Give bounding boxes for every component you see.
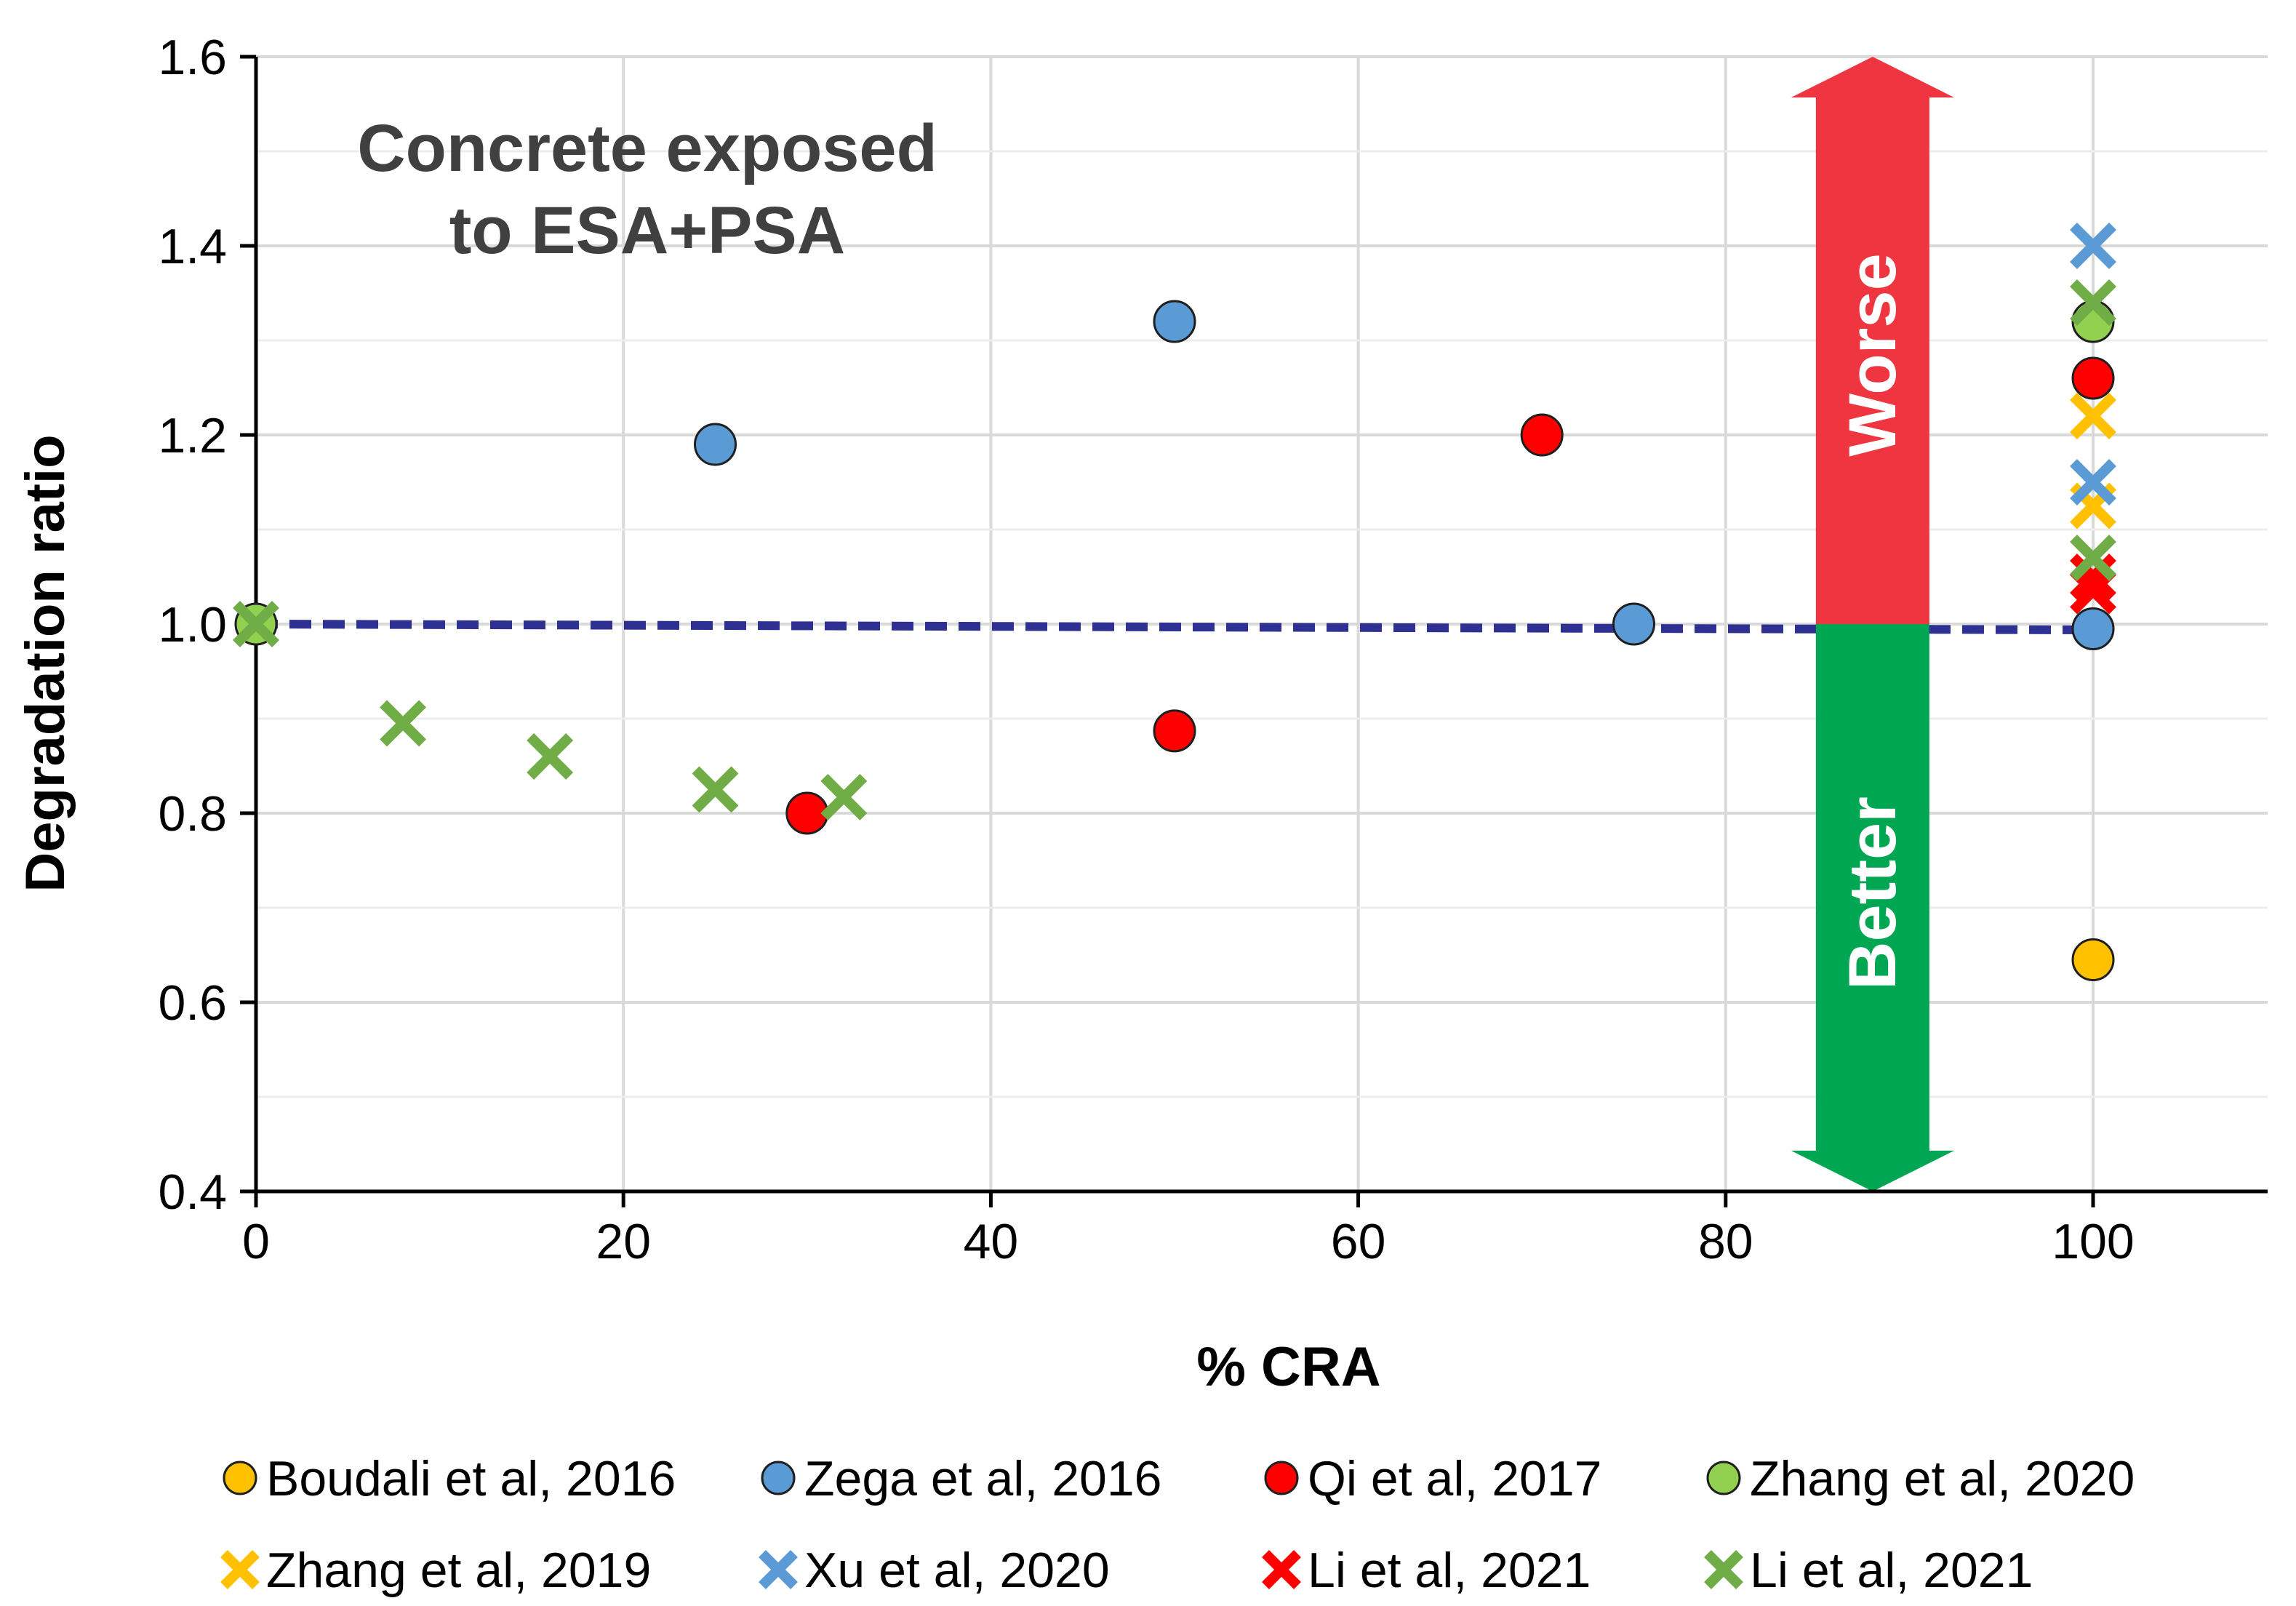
data-point (1520, 413, 1564, 457)
data-point (2070, 279, 2116, 326)
y-tick-label: 1.0 (158, 597, 227, 652)
data-point (1153, 709, 1196, 753)
legend-label: Li et al, 2021 (1750, 1543, 2033, 1598)
x-tick-label: 0 (242, 1214, 270, 1269)
x-tick-label: 100 (2052, 1214, 2134, 1269)
legend-marker (1264, 1461, 1299, 1495)
data-point (2070, 393, 2116, 439)
legend-marker (223, 1461, 257, 1495)
legend-label: Xu et al, 2020 (804, 1543, 1110, 1598)
data-point (233, 601, 279, 647)
reference-line-group (255, 620, 2094, 634)
data-point (380, 700, 427, 747)
legend-marker (761, 1461, 796, 1495)
data-point (694, 423, 737, 466)
legend-label: Li et al, 2021 (1308, 1543, 1591, 1598)
x-tick-label: 40 (964, 1214, 1019, 1269)
y-tick-label: 0.8 (158, 786, 227, 842)
legend-marker (1706, 1461, 1741, 1495)
data-point (2070, 535, 2116, 581)
legend-label: Zhang et al, 2020 (1750, 1451, 2135, 1506)
legend-label: Qi et al, 2017 (1308, 1451, 1601, 1506)
x-tick-label: 60 (1331, 1214, 1386, 1269)
legend-marker (220, 1550, 260, 1589)
y-axis-title: Degradation ratio (15, 434, 76, 892)
reference-line (255, 620, 2094, 634)
data-point (2071, 356, 2115, 400)
legend-marker (1704, 1550, 1743, 1589)
worse-arrow (1791, 57, 1954, 624)
data-point (1612, 602, 1655, 646)
data-point (692, 766, 739, 813)
legend: Boudali et al, 2016 Zega et al, 2016 Qi et… (220, 1451, 2135, 1598)
data-point (2070, 554, 2116, 600)
y-tick-label: 0.4 (158, 1164, 227, 1220)
better-arrow (1791, 624, 1954, 1191)
legend-marker (759, 1550, 798, 1589)
data-points (233, 223, 2116, 981)
data-point (2071, 607, 2115, 650)
better-label: Better (1836, 796, 1910, 990)
y-tick-label: 1.4 (158, 219, 227, 274)
x-tick-label: 20 (596, 1214, 651, 1269)
y-tick-label: 0.6 (158, 975, 227, 1031)
y-tick-label: 1.2 (158, 408, 227, 463)
grid (256, 55, 2268, 1191)
legend-marker (1262, 1550, 1301, 1589)
x-axis-title: % CRA (1196, 1336, 1380, 1398)
annotation-line-2: to ESA+PSA (449, 193, 845, 268)
arrows-group: Worse Better (1791, 57, 1954, 1191)
y-tick-label: 1.6 (158, 30, 227, 85)
x-tick-label: 80 (1698, 1214, 1753, 1269)
data-point (1153, 300, 1196, 343)
worse-label: Worse (1836, 253, 1910, 457)
data-point (2071, 938, 2115, 981)
tick-labels: 0 20 40 60 80 100 0.4 0.6 0.8 1.0 1.2 1.4 1.6 (158, 30, 2134, 1269)
data-point (527, 733, 574, 780)
data-point (820, 773, 868, 820)
legend-label: Zega et al, 2016 (804, 1451, 1161, 1506)
legend-label: Zhang et al, 2019 (266, 1543, 651, 1598)
data-point (2070, 459, 2116, 506)
data-point (2070, 223, 2116, 269)
legend-label: Boudali et al, 2016 (266, 1451, 676, 1506)
annotation-line-1: Concrete exposed (357, 111, 937, 185)
